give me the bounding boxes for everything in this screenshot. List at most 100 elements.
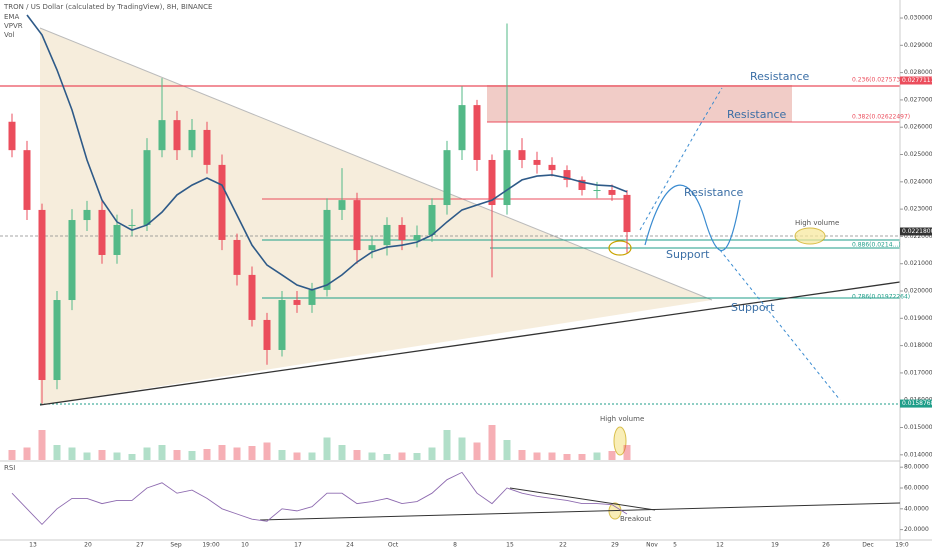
indicator-label: EMA	[4, 13, 19, 21]
candle-body	[203, 129, 211, 165]
volume-bar	[398, 452, 406, 460]
highlight	[613, 426, 627, 456]
projection-arrow	[699, 87, 723, 126]
projection-arrow	[719, 249, 841, 401]
annotation: Support	[731, 301, 775, 314]
price-label-box	[900, 227, 932, 236]
rsi-line	[11, 471, 628, 526]
candle-body	[413, 235, 421, 240]
volume-bar	[338, 445, 346, 460]
x-tick-label: Dec	[862, 542, 874, 549]
candle-body	[143, 150, 151, 225]
y-tick-label: 0.02700000	[904, 96, 932, 103]
x-tick-label: 5	[673, 542, 677, 549]
y-tick-label: 0.01800000	[904, 342, 932, 349]
fib-label: 0.236(0.02757349)	[852, 77, 910, 84]
candle-body	[488, 159, 496, 206]
volume-bar	[113, 452, 121, 460]
annotation: Resistance	[750, 70, 810, 83]
candle-body	[353, 200, 361, 251]
candle-body	[83, 209, 91, 221]
volume-bar	[308, 452, 316, 460]
rsi-label: RSI	[4, 464, 15, 472]
projection-wave	[644, 184, 741, 252]
candle-body	[293, 300, 301, 305]
y-tick-label: 0.02200000	[904, 233, 932, 240]
volume-bar	[143, 447, 151, 460]
candle-body	[398, 224, 406, 240]
x-tick-label: 13	[29, 542, 37, 549]
x-tick-label: 29	[611, 542, 619, 549]
fib-label: 0.382(0.02622497)	[852, 114, 910, 121]
x-tick-label: 17	[294, 542, 302, 549]
x-tick-label: 22	[559, 542, 567, 549]
candle-body	[98, 209, 106, 255]
volume-bar	[503, 440, 511, 460]
annotation: Resistance	[684, 186, 744, 199]
x-tick-label: 26	[822, 542, 830, 549]
x-tick-label: Sep	[170, 542, 182, 549]
candle-body	[503, 150, 511, 206]
projection-arrow	[639, 124, 701, 231]
candle-body	[158, 120, 166, 151]
volume-bar	[593, 452, 601, 460]
candle-body	[443, 150, 451, 206]
candle-body	[68, 220, 76, 301]
volume-bar	[248, 446, 256, 460]
x-tick-label: 27	[136, 542, 144, 549]
candle-body	[128, 224, 136, 226]
volume-bar	[158, 445, 166, 460]
volume-bar	[8, 450, 16, 460]
candle-body	[53, 300, 61, 381]
volume-bar	[458, 437, 466, 460]
volume-bar	[473, 442, 481, 460]
volume-bar	[323, 437, 331, 460]
candle-body	[578, 179, 586, 191]
price-label: 0.02218000	[902, 228, 932, 235]
x-tick-label: 24	[346, 542, 354, 549]
volume-bar	[623, 445, 631, 460]
price-label: 0.01587681	[902, 400, 932, 407]
y-tick-label: 0.02000000	[904, 288, 932, 295]
volume-bar	[53, 445, 61, 460]
annotation: High volume	[600, 415, 644, 423]
candle-body	[623, 194, 631, 233]
x-tick-label: 12	[716, 542, 724, 549]
volume-bar	[98, 450, 106, 460]
volume-bar	[293, 452, 301, 460]
volume-bar	[203, 449, 211, 460]
rsi-trend-line	[509, 487, 656, 511]
volume-bar	[263, 442, 271, 460]
candle-body	[458, 105, 466, 151]
volume-bar	[443, 430, 451, 460]
candle-body	[368, 245, 376, 251]
y-tick-label: 0.03000000	[904, 15, 932, 22]
candle-body	[383, 224, 391, 246]
candle-body	[263, 319, 271, 350]
volume-bar	[413, 453, 421, 460]
highlight	[794, 227, 826, 245]
candle-body	[278, 300, 286, 350]
y-tick-label: 0.01500000	[904, 424, 932, 431]
x-tick-label: 10	[241, 542, 249, 549]
candle-body	[428, 205, 436, 236]
candle-body	[338, 200, 346, 210]
chart-title: TRON / US Dollar (calculated by TradingV…	[3, 3, 212, 11]
indicator-label: VPVR	[4, 22, 23, 30]
rsi-tick-label: 40.0000	[904, 505, 929, 512]
volume-bar	[563, 454, 571, 460]
x-tick-label: 15	[506, 542, 514, 549]
candle-body	[8, 121, 16, 151]
y-tick-label: 0.01400000	[904, 451, 932, 458]
volume-bar	[68, 447, 76, 460]
ema-line	[26, 14, 628, 291]
x-tick-label: 19:0	[895, 542, 909, 549]
resistance-zone	[487, 85, 792, 122]
x-tick-label: 8	[453, 542, 457, 549]
volume-bar	[218, 445, 226, 460]
candle-body	[23, 150, 31, 210]
x-tick-label: Oct	[388, 542, 399, 549]
price-label-box	[900, 76, 932, 85]
volume-bar	[188, 451, 196, 460]
